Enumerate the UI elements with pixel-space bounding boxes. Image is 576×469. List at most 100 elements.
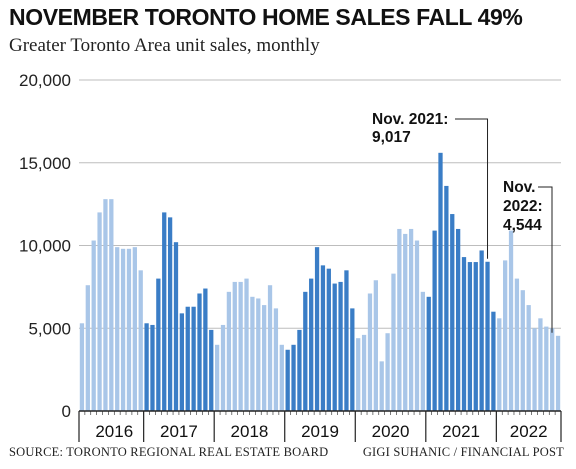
- credit-note: GIGI SUHANIC / FINANCIAL POST: [362, 445, 564, 459]
- bar: [479, 250, 484, 411]
- annotation-text: Nov.: [503, 179, 535, 196]
- annotation: Nov. 2022: 4,544: [503, 179, 553, 333]
- bar: [162, 212, 167, 411]
- y-tick-label: 5,000: [28, 319, 71, 338]
- bar: [209, 329, 214, 411]
- bar: [526, 305, 531, 411]
- bar: [256, 298, 261, 411]
- bar: [167, 217, 173, 411]
- chart-subtitle: Greater Toronto Area unit sales, monthly: [9, 35, 320, 56]
- bar: [538, 318, 543, 411]
- bar: [397, 228, 402, 411]
- bar: [156, 278, 161, 411]
- bar: [508, 230, 514, 411]
- y-tick-label: 20,000: [19, 71, 71, 90]
- bar: [220, 324, 226, 411]
- bar: [485, 261, 490, 411]
- bar: [467, 262, 473, 411]
- bar: [79, 323, 85, 411]
- year-label: 2016: [95, 422, 133, 441]
- bar: [132, 247, 137, 411]
- bar: [444, 185, 449, 411]
- bar: [497, 318, 502, 411]
- bar: [314, 247, 320, 411]
- bar: [514, 278, 520, 411]
- bar: [262, 305, 267, 411]
- bar: [85, 285, 90, 411]
- bar: [520, 290, 525, 411]
- bar: [361, 334, 367, 411]
- bar: [461, 257, 467, 411]
- bar: [403, 233, 408, 411]
- axes: [78, 410, 562, 442]
- bar: [338, 281, 343, 411]
- bar: [367, 293, 373, 411]
- bar: [97, 212, 102, 411]
- bar: [420, 291, 426, 411]
- bar: [238, 281, 243, 411]
- bar: [309, 278, 314, 411]
- bar: [426, 296, 431, 411]
- bar: [473, 262, 478, 411]
- bar: [144, 323, 149, 411]
- bar: [91, 240, 96, 411]
- bar: [432, 230, 437, 411]
- bar: [126, 248, 132, 411]
- bar: [350, 308, 355, 411]
- bar: [379, 361, 384, 411]
- bar: [103, 199, 108, 411]
- year-label: 2020: [372, 422, 410, 441]
- bar: [109, 199, 114, 411]
- bar: [385, 333, 390, 411]
- bar: [532, 328, 537, 411]
- bar: [203, 288, 208, 411]
- bar: [279, 344, 284, 411]
- annotation-text: 9,017: [372, 129, 411, 146]
- bar: [303, 291, 308, 411]
- bar: [414, 240, 420, 411]
- bar: [244, 278, 249, 411]
- bar: [138, 270, 143, 411]
- bar: [373, 280, 378, 411]
- bar: [332, 283, 337, 411]
- bar: [555, 335, 561, 411]
- y-tick-label: 10,000: [19, 237, 71, 256]
- bar: [455, 228, 461, 411]
- annotation-leader: [455, 118, 489, 259]
- bar: [408, 228, 414, 411]
- bar: [214, 344, 220, 411]
- bar: [391, 273, 396, 411]
- bar: [550, 328, 555, 411]
- bar: [273, 308, 279, 411]
- annotation: Nov. 2021:9,017: [372, 111, 489, 259]
- bar: [226, 291, 232, 411]
- source-note: SOURCE: TORONTO REGIONAL REAL ESTATE BOA…: [9, 445, 329, 459]
- bar: [450, 214, 455, 411]
- bar: [115, 247, 120, 411]
- bar: [267, 285, 273, 411]
- y-tick-label: 15,000: [19, 154, 71, 173]
- bar: [491, 311, 496, 411]
- bar: [191, 306, 196, 411]
- bar: [232, 281, 237, 411]
- year-label: 2017: [160, 422, 198, 441]
- labels: 0 5,000 10,000 15,000 20,000 2016 2017 2018 2019…: [19, 71, 553, 441]
- bar: [544, 326, 549, 411]
- annotation-text: 4,544: [503, 217, 542, 234]
- bars: [79, 152, 561, 411]
- bar: [179, 313, 185, 411]
- bar: [197, 293, 202, 411]
- bar: [503, 260, 508, 411]
- bar: [356, 338, 361, 411]
- bar: [326, 268, 331, 411]
- year-label: 2018: [231, 422, 269, 441]
- bar: [185, 306, 190, 411]
- annotation-text: 2022:: [503, 198, 543, 215]
- bar: [320, 265, 326, 411]
- year-label: 2019: [301, 422, 339, 441]
- bar: [285, 349, 290, 411]
- bar: [120, 248, 126, 411]
- bar: [173, 242, 179, 411]
- bar: [150, 324, 155, 411]
